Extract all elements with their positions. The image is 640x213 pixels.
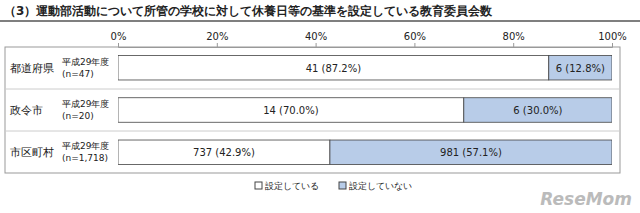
category-label: 都道府県 <box>10 62 54 75</box>
category-note: 平成29年度 <box>62 57 109 67</box>
category-label: 政令市 <box>10 104 43 117</box>
legend-swatch <box>255 182 262 189</box>
bars <box>118 55 612 164</box>
category-note: (n=47) <box>62 69 94 79</box>
row-separator <box>5 89 620 90</box>
category-note: 平成29年度 <box>62 99 109 109</box>
tick: 100% <box>598 31 627 47</box>
bar <box>118 140 330 165</box>
bar <box>549 55 612 80</box>
chart: （3）運動部活動について所管の学校に対して休養日等の基準を設定している教育委員会… <box>0 0 640 213</box>
row-separator <box>5 131 620 132</box>
tick-mark <box>118 43 119 47</box>
bar <box>330 140 612 165</box>
tick: 20% <box>206 31 228 47</box>
tick-mark <box>414 43 415 47</box>
category-note: (n=20) <box>62 111 94 121</box>
category-label: 市区町村 <box>10 146 54 159</box>
tick-mark <box>316 43 317 47</box>
tick-mark <box>513 43 514 47</box>
bar <box>118 98 464 123</box>
tick-label: 100% <box>598 31 627 42</box>
category-note: 平成29年度 <box>62 141 109 151</box>
category-note: (n=1,718) <box>62 153 108 163</box>
watermark: ReseMom <box>540 189 632 209</box>
tick-label: 0% <box>111 31 127 42</box>
tick-mark <box>217 43 218 47</box>
bar <box>464 98 612 123</box>
tick: 40% <box>305 31 327 47</box>
title: （3）運動部活動について所管の学校に対して休養日等の基準を設定している教育委員会… <box>4 4 493 18</box>
data-labels: 41 (87.2%) 6 (12.8%) 14 (70.0%) 6 (30.0%) 73… <box>193 63 605 159</box>
axis-line <box>119 43 613 48</box>
tick-label: 80% <box>503 31 525 42</box>
frame <box>5 47 620 173</box>
legend-swatch <box>339 182 346 189</box>
legend-label: 設定している <box>265 181 319 191</box>
legend-label: 設定していない <box>349 181 412 191</box>
data-label: 41 (87.2%) <box>306 63 362 74</box>
legend: 設定している 設定していない <box>255 181 412 191</box>
bar <box>118 55 549 80</box>
tick-label: 40% <box>305 31 327 42</box>
tick-label: 60% <box>404 31 426 42</box>
data-label: 981 (57.1%) <box>440 147 502 158</box>
tick: 80% <box>503 31 525 47</box>
data-label: 737 (42.9%) <box>193 147 255 158</box>
x-axis: 0% 20% 40% 60% 80% 100% <box>111 31 627 48</box>
data-label: 6 (12.8%) <box>556 63 605 74</box>
tick-label: 20% <box>206 31 228 42</box>
title-rule <box>0 20 640 22</box>
tick: 60% <box>404 31 426 47</box>
tick: 0% <box>111 31 127 47</box>
tick-mark <box>612 43 613 47</box>
data-label: 6 (30.0%) <box>513 105 562 116</box>
data-label: 14 (70.0%) <box>263 105 319 116</box>
